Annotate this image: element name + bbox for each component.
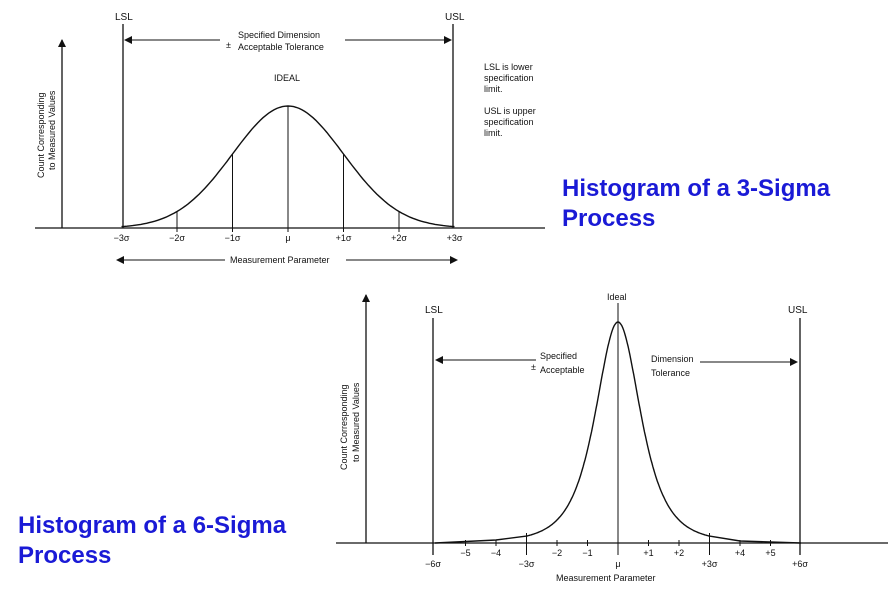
top-sigma-lines xyxy=(176,106,400,232)
bottom-dim-line2: Tolerance xyxy=(651,368,690,378)
top-tick-label: +3σ xyxy=(447,233,463,243)
bottom-major-tick-label: +3σ xyxy=(702,559,718,569)
bottom-spec-line1: Specified xyxy=(540,351,577,361)
bottom-tick-label: −5 xyxy=(460,548,470,558)
bottom-dim-line1: Dimension xyxy=(651,354,694,364)
bottom-x-label: Measurement Parameter xyxy=(556,573,656,583)
top-ideal-label: IDEAL xyxy=(274,73,300,83)
bottom-usl-label: USL xyxy=(788,305,808,316)
bottom-major-tick-label: −6σ xyxy=(425,559,441,569)
bottom-peaked-curve xyxy=(434,321,802,544)
top-tick-label: −3σ xyxy=(114,233,130,243)
bottom-major-tick-label: −3σ xyxy=(519,559,535,569)
bottom-y-label-line1: Count Corresponding xyxy=(339,384,349,470)
bottom-spec-pm: ± xyxy=(531,362,536,372)
top-x-label: Measurement Parameter xyxy=(230,255,330,265)
top-y-label-line2: to Measured Values xyxy=(47,90,57,170)
top-tick-label: −2σ xyxy=(169,233,185,243)
bottom-tick-labels: −5 −4 −2 −1 +1 +2 +4 +5 xyxy=(460,548,775,558)
bottom-tick-label: −2 xyxy=(552,548,562,558)
bottom-lsl-label: LSL xyxy=(425,305,443,316)
top-heading-line1: Histogram of a 3-Sigma xyxy=(562,175,831,202)
bottom-tick-label: +5 xyxy=(765,548,775,558)
top-y-label-line1: Count Corresponding xyxy=(36,92,46,178)
top-tick-label: +1σ xyxy=(336,233,352,243)
top-note-lsl-1: LSL is lower xyxy=(484,62,533,72)
bottom-tick-label: +1 xyxy=(643,548,653,558)
top-spec-line1: Specified Dimension xyxy=(238,30,320,40)
top-heading: Histogram of a 3-Sigma Process xyxy=(562,174,830,234)
top-usl-label: USL xyxy=(445,12,465,23)
top-lsl-label: LSL xyxy=(115,12,133,23)
bottom-major-tick-label: +6σ xyxy=(792,559,808,569)
top-heading-line2: Process xyxy=(562,205,656,232)
top-note-lsl-2: specification xyxy=(484,73,534,83)
top-note-lsl-3: limit. xyxy=(484,84,503,94)
top-note-usl-1: USL is upper xyxy=(484,106,536,116)
top-note-usl-2: specification xyxy=(484,117,534,127)
bottom-major-tick-label: μ xyxy=(615,559,620,569)
bottom-tick-label: −4 xyxy=(491,548,501,558)
bottom-heading: Histogram of a 6-Sigma Process xyxy=(18,511,286,571)
top-spec-pm: ± xyxy=(226,40,231,50)
bottom-y-label-line2: to Measured Values xyxy=(351,382,361,462)
top-spec-line2: Acceptable Tolerance xyxy=(238,42,324,52)
top-figure: LSL USL Specified Dimension ± Acceptable… xyxy=(35,12,545,265)
top-tick-labels: −3σ −2σ −1σ μ +1σ +2σ +3σ xyxy=(114,233,463,243)
bottom-heading-line2: Process xyxy=(18,542,112,569)
bottom-tick-label: −1 xyxy=(582,548,592,558)
top-tick-label: +2σ xyxy=(391,233,407,243)
bottom-ticks xyxy=(432,533,801,555)
top-note-usl-3: limit. xyxy=(484,128,503,138)
top-tick-label: μ xyxy=(285,233,290,243)
bottom-tick-label: +2 xyxy=(674,548,684,558)
bottom-spec-line2: Acceptable xyxy=(540,365,585,375)
top-tick-label: −1σ xyxy=(225,233,241,243)
bottom-tick-label: +4 xyxy=(735,548,745,558)
bottom-heading-line1: Histogram of a 6-Sigma xyxy=(18,512,287,539)
bottom-low-tick-labels: −6σ −3σ μ +3σ +6σ xyxy=(425,559,808,569)
bottom-ideal-label: Ideal xyxy=(607,292,627,302)
bottom-figure: LSL USL Ideal Specified ± Acceptable Dim… xyxy=(336,292,888,583)
